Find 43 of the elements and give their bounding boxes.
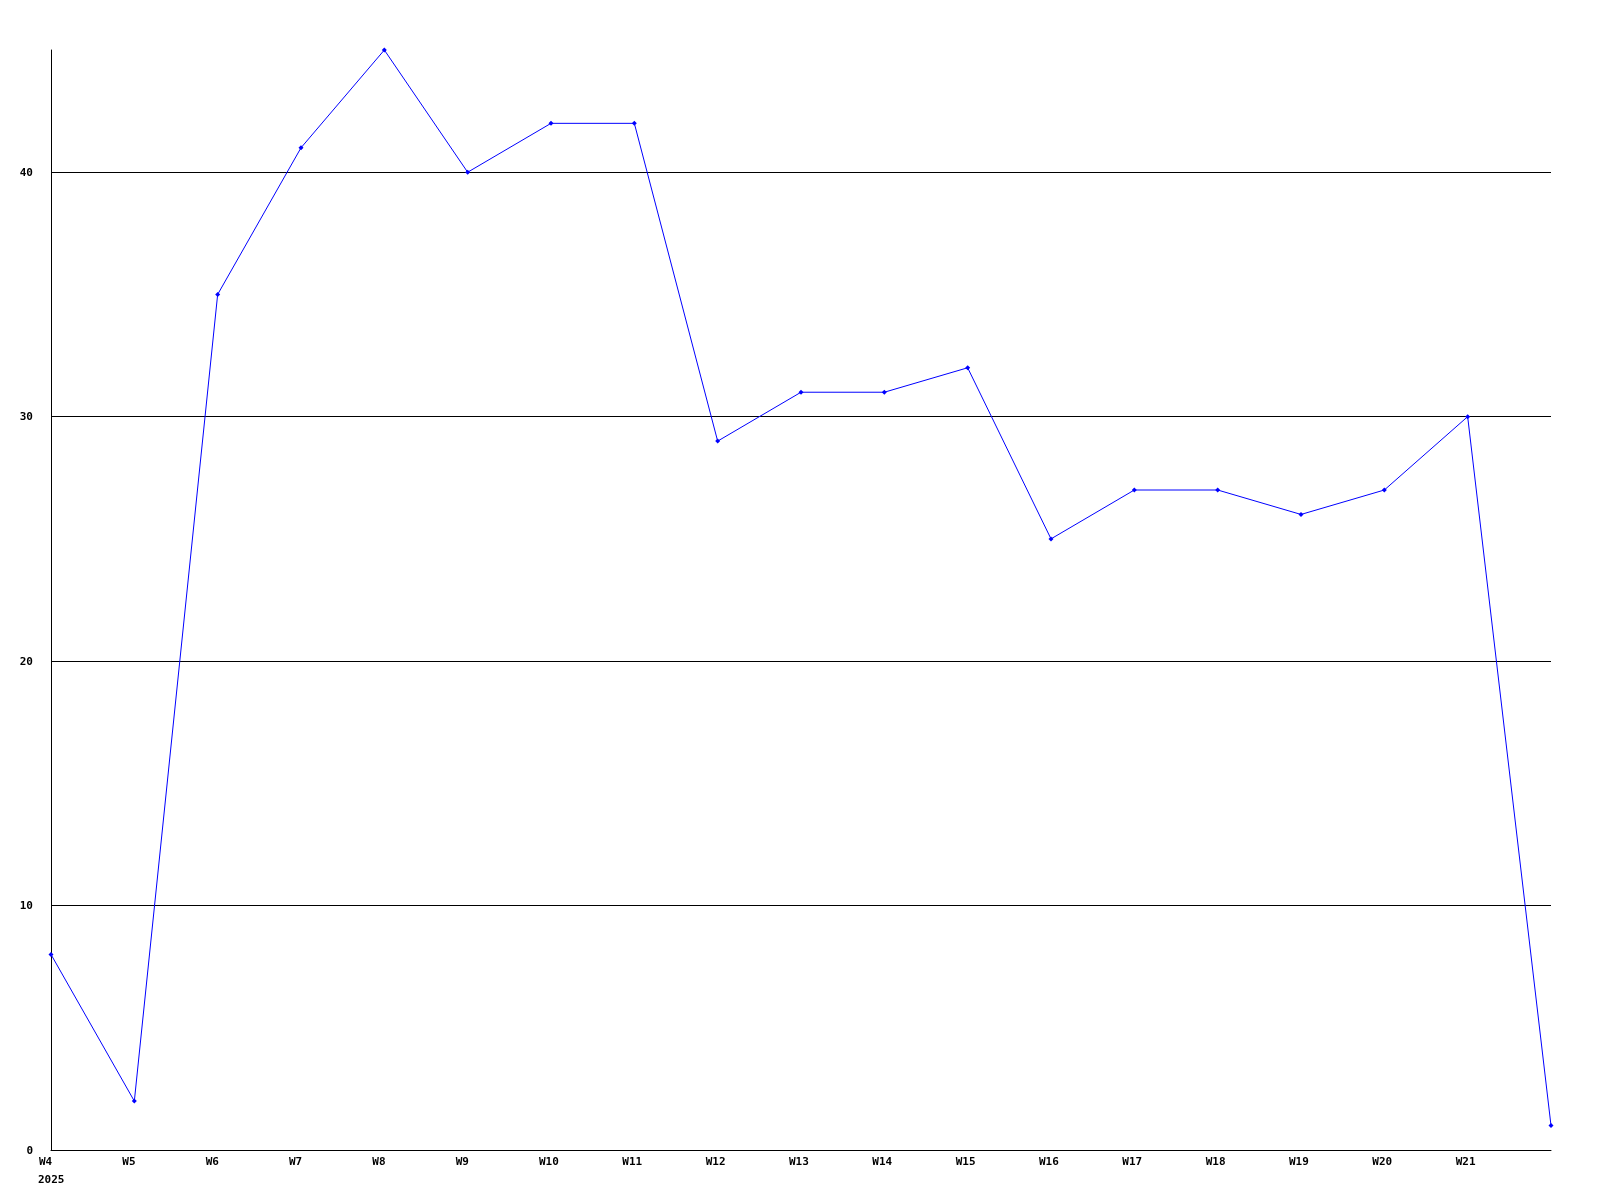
x-tick-label: W4 (39, 1155, 53, 1168)
point (131, 1098, 137, 1104)
x-tick-label: W17 (1122, 1155, 1143, 1168)
x-tick-label: W12 (705, 1155, 726, 1168)
point (215, 291, 221, 297)
point (48, 951, 54, 957)
x-tick-label: W20 (1372, 1155, 1393, 1168)
x-tick-label: W11 (622, 1155, 643, 1168)
x-tick-label: W13 (789, 1155, 809, 1168)
x-tick-label: W6 (205, 1155, 220, 1168)
point (798, 389, 804, 395)
point (465, 169, 471, 175)
x-tick-label: W16 (1039, 1155, 1060, 1168)
x-tick-label: W8 (372, 1155, 386, 1168)
text: 2025 (38, 1173, 65, 1186)
x-tick-label: W21 (1455, 1155, 1476, 1168)
point (1131, 487, 1137, 493)
y-tick-label: 10 (19, 899, 33, 913)
point (548, 120, 554, 126)
y-tick-label: 20 (19, 654, 33, 668)
point (1215, 487, 1221, 493)
point (298, 145, 304, 151)
point (881, 389, 887, 395)
point (381, 47, 387, 53)
point (1465, 414, 1471, 420)
x-tick-label: W18 (1205, 1155, 1226, 1168)
y-tick-label: 40 (19, 165, 33, 179)
x-tick-label: W19 (1289, 1155, 1309, 1168)
point (1548, 1123, 1554, 1129)
point (965, 365, 971, 371)
y-tick-label: 0 (26, 1143, 33, 1157)
point (715, 438, 721, 444)
y-tick-label: 30 (19, 410, 33, 424)
x-tick-label: W9 (455, 1155, 469, 1168)
point (1381, 487, 1387, 493)
x-tick-label: W10 (539, 1155, 559, 1168)
point (1048, 536, 1054, 542)
point (1298, 511, 1304, 517)
x-tick-label: W14 (872, 1155, 893, 1168)
x-tick-label: W15 (955, 1155, 976, 1168)
point (631, 120, 637, 126)
x-tick-label: W5 (122, 1155, 136, 1168)
x-tick-label: W7 (289, 1155, 303, 1168)
